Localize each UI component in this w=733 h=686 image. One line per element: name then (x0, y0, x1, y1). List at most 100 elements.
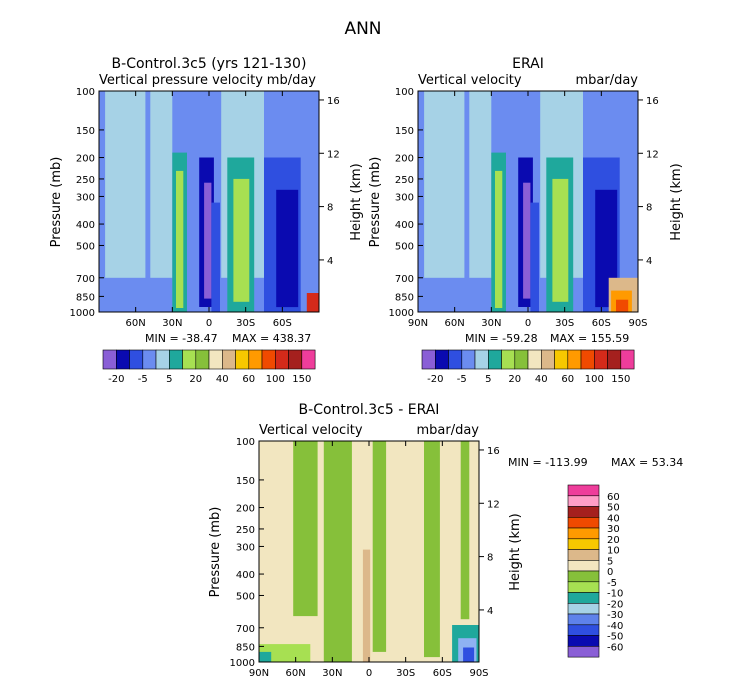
colorbar-swatch (514, 349, 529, 370)
y-axis-label: Pressure (mb) (49, 157, 64, 248)
colorbar-label: -5 (457, 374, 467, 385)
y2-tick-label: 12 (327, 149, 340, 160)
colorbar-swatch (222, 349, 236, 370)
colorbar-swatch (567, 635, 600, 647)
colorbar-swatch (567, 527, 600, 540)
colorbar-swatch (208, 349, 223, 370)
y-tick-label: 250 (236, 525, 255, 536)
x-tick-label: 90S (469, 668, 488, 679)
y-tick-label: 850 (236, 642, 255, 653)
colorbar-label: -60 (607, 642, 623, 653)
min-label: MIN = -38.47 (145, 332, 218, 345)
colorbar-swatch (421, 349, 436, 370)
y2-axis-label: Height (km) (669, 163, 684, 240)
colorbar-label: -30 (607, 610, 623, 621)
y-tick-label: 500 (76, 241, 95, 252)
y2-tick-label: 12 (487, 499, 500, 510)
colorbar-label: 150 (611, 374, 630, 385)
x-tick-label: 60N (126, 318, 146, 329)
colorbar-label: 60 (607, 492, 620, 503)
y-tick-label: 1000 (70, 308, 95, 319)
colorbar-label: -40 (607, 621, 623, 632)
x-tick-label: 0 (366, 668, 372, 679)
y-tick-label: 300 (76, 192, 95, 203)
panel-difference: B-Control.3c5 - ERAI Vertical velocity m… (208, 402, 683, 679)
colorbar-swatch (235, 349, 250, 370)
contour-region (259, 644, 311, 662)
colorbar-swatch (129, 349, 144, 370)
contour-region (469, 91, 492, 278)
panel-title: B-Control.3c5 (yrs 121-130) (112, 56, 307, 72)
colorbar-swatch (567, 624, 600, 636)
contour-region (204, 182, 212, 299)
x-tick-label: 60N (286, 668, 306, 679)
colorbar-swatch (274, 349, 289, 370)
panel-subtitle-left: Vertical velocity (259, 423, 363, 438)
colorbar-swatch (261, 349, 276, 370)
colorbar-swatch (567, 613, 600, 626)
contour-plot: 100 150 200 250 300 400 500 700 850 1000 16 12 8 4 60N… (70, 87, 340, 329)
figure-title: ANN (344, 19, 381, 39)
y-tick-label: 400 (76, 220, 95, 231)
contour-region (293, 441, 318, 617)
panel-title: B-Control.3c5 - ERAI (299, 402, 440, 418)
contour-region (372, 441, 387, 652)
max-label: MAX = 438.37 (232, 332, 311, 345)
colorbar-label: 40 (216, 374, 229, 385)
y-tick-label: 200 (395, 154, 414, 165)
x-tick-label: 0 (206, 318, 212, 329)
y2-axis-label: Height (km) (349, 163, 364, 240)
colorbar-label: 100 (266, 374, 285, 385)
y-tick-label: 850 (395, 292, 414, 303)
x-tick-label: 30N (481, 318, 501, 329)
colorbar-label: 40 (607, 513, 620, 524)
x-tick-label: 60N (445, 318, 465, 329)
colorbar-label: 100 (585, 374, 604, 385)
colorbar-swatch (567, 538, 600, 550)
y-tick-label: 100 (236, 437, 255, 448)
contour-region (323, 441, 352, 662)
colorbar-label: -20 (108, 374, 124, 385)
y2-tick-label: 8 (327, 203, 333, 214)
colorbar-swatch (195, 349, 210, 370)
colorbar-swatch (448, 349, 463, 370)
y-axis-label: Pressure (mb) (208, 507, 223, 598)
x-tick-label: 30S (396, 668, 415, 679)
colorbar-swatch (567, 581, 600, 593)
colorbar-label: 30 (607, 524, 620, 535)
colorbar-swatch (116, 349, 130, 370)
y-tick-label: 700 (395, 274, 414, 285)
x-tick-label: 90S (628, 318, 647, 329)
colorbar-swatch (567, 495, 600, 507)
y-tick-label: 250 (395, 175, 414, 186)
contour-region (211, 202, 220, 312)
colorbar-label: 20 (508, 374, 521, 385)
min-label: MIN = -59.28 (465, 332, 538, 345)
y-tick-label: 700 (76, 274, 95, 285)
colorbar-swatch (580, 349, 595, 370)
contour-plot: 100 150 200 250 300 400 500 700 850 1000 16 12 8 4 90N… (230, 437, 500, 679)
contour-region (616, 299, 629, 312)
max-label: MAX = 53.34 (611, 456, 683, 469)
y2-tick-label: 16 (646, 96, 659, 107)
colorbar: -20 -5 5 20 40 60 100 150 (102, 349, 316, 385)
colorbar-swatch (434, 349, 449, 370)
contour-region (595, 189, 618, 308)
panel-subtitle-right: mbar/day (575, 73, 638, 88)
colorbar-label: 50 (607, 503, 620, 514)
y-tick-label: 300 (395, 192, 414, 203)
colorbar-swatch (554, 349, 569, 370)
y-tick-label: 400 (236, 570, 255, 581)
colorbar-label: -20 (427, 374, 443, 385)
y2-tick-label: 4 (327, 256, 333, 267)
colorbar-swatch (567, 645, 600, 658)
colorbar-swatch (540, 349, 555, 370)
contour-region (259, 651, 272, 662)
y-tick-label: 700 (236, 624, 255, 635)
colorbar-swatch (182, 349, 197, 370)
colorbar-label: -50 (607, 632, 623, 643)
colorbar-swatch (288, 349, 303, 370)
y-tick-label: 1000 (389, 308, 414, 319)
x-tick-label: 30S (236, 318, 255, 329)
